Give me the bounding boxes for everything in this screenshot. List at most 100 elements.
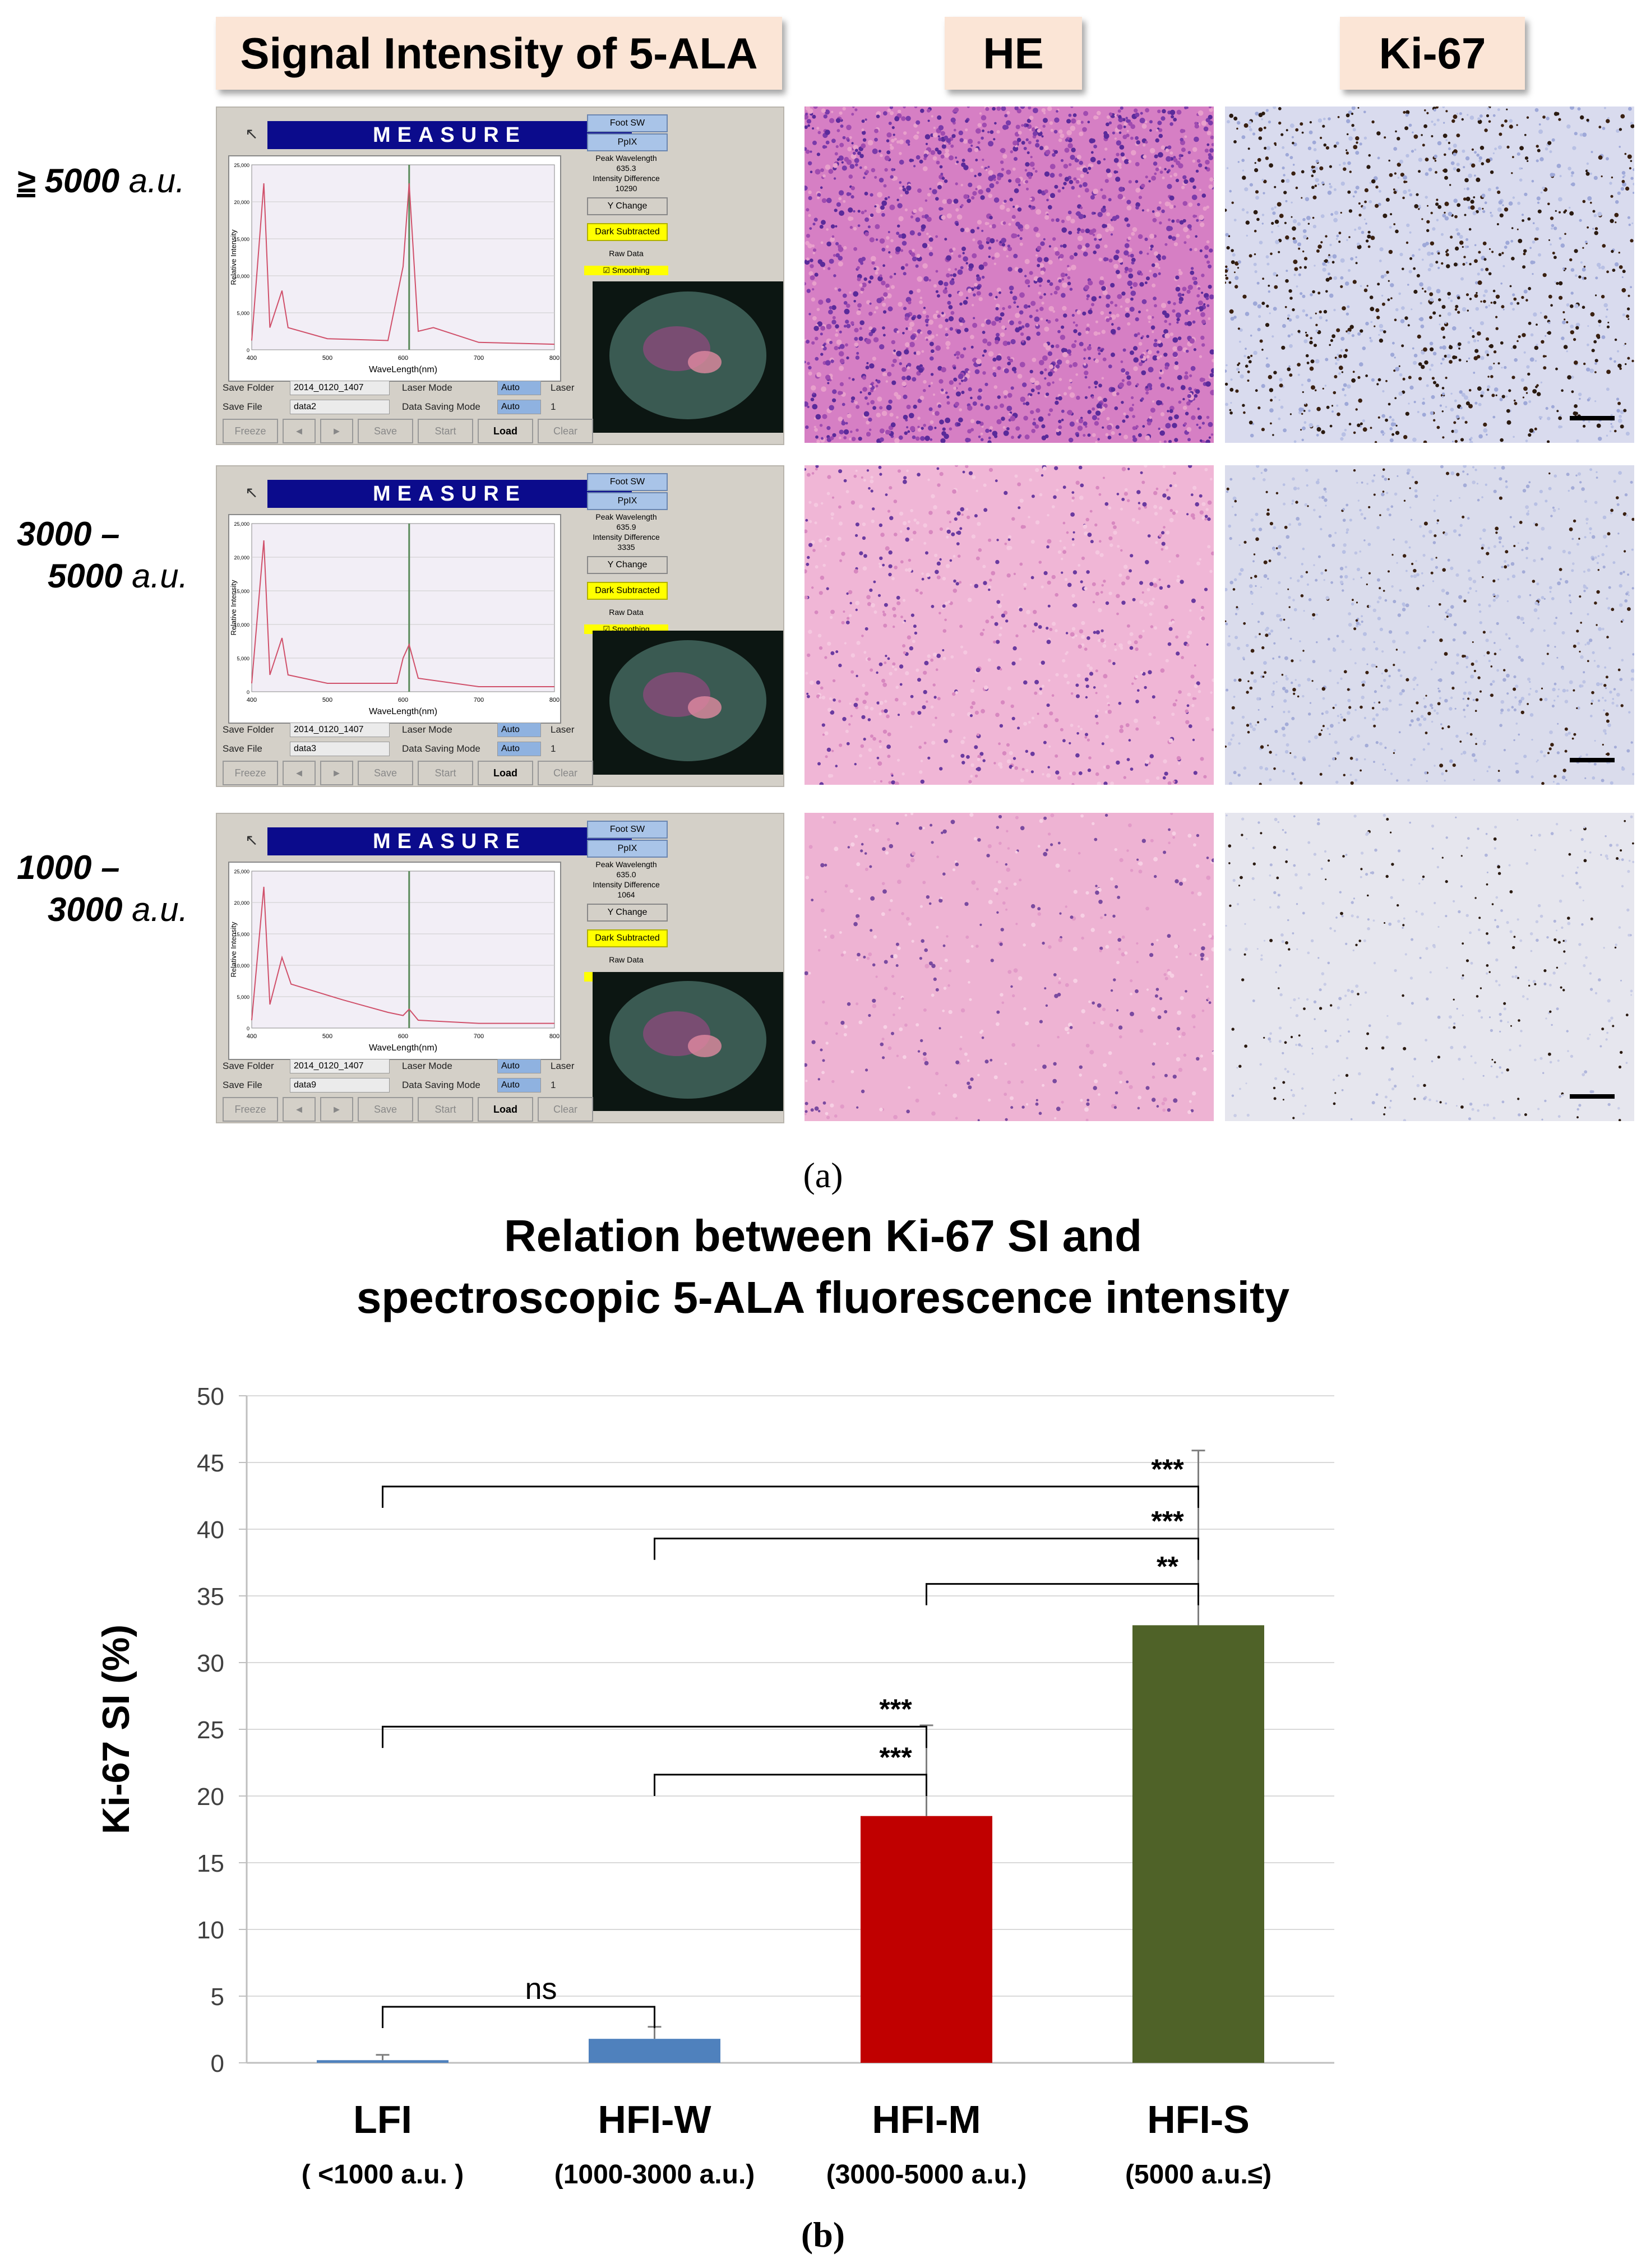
dark-subtracted-button[interactable]: Dark Subtracted <box>587 929 668 947</box>
toolbar-button-2[interactable]: ► <box>320 419 353 443</box>
significance-bracket <box>654 1774 927 1796</box>
spectrum-y-tick: 20,000 <box>234 900 249 906</box>
ki67-image-row1 <box>1225 107 1634 443</box>
y-tick-label: 10 <box>197 1917 224 1944</box>
laser-mode-field[interactable]: Auto <box>497 1059 541 1073</box>
toolbar-button-2[interactable]: ► <box>320 761 353 785</box>
spectrum-y-label: Relative Intensity <box>229 229 238 285</box>
toolbar-button-1[interactable]: ◄ <box>283 419 316 443</box>
laser-mode-field[interactable]: Auto <box>497 723 541 737</box>
ppix-button[interactable]: PpIX <box>587 840 668 858</box>
toolbar-button-0[interactable]: Freeze <box>223 1097 278 1122</box>
spectrum-svg: WaveLength(nm) 400 500 600 700 800 25,000 20,00… <box>229 163 560 374</box>
save-folder-label: Save Folder <box>223 1061 274 1071</box>
save-file-label: Save File <box>223 1080 262 1090</box>
measure-title: MEASURE <box>267 480 632 508</box>
laser-label: Laser <box>551 724 575 735</box>
y-change-button[interactable]: Y Change <box>587 197 668 215</box>
y-change-button[interactable]: Y Change <box>587 556 668 574</box>
row-label-1: ≥ 5000 a.u. <box>17 162 185 200</box>
toolbar-button-5[interactable]: Load <box>478 1097 533 1122</box>
spectrum-y-tick: 25,000 <box>234 521 249 527</box>
dark-subtracted-button[interactable]: Dark Subtracted <box>587 223 668 241</box>
measure-title: MEASURE <box>267 827 632 855</box>
save-folder-field[interactable]: 2014_0120_1407 <box>290 1059 390 1073</box>
peak-wavelength-value: 635.3 <box>616 164 636 173</box>
intensity-difference-label: Intensity Difference <box>593 533 660 541</box>
spectrum-x-tick: 800 <box>549 1033 560 1040</box>
fluorescence-photo <box>593 281 783 433</box>
spectrum-y-label: Relative Intensity <box>229 580 238 635</box>
laser-mode-field[interactable]: Auto <box>497 381 541 395</box>
spectrum-y-tick: 15,000 <box>234 589 249 594</box>
row-label-2: 3000 – 5000 a.u. <box>17 515 188 595</box>
header-he: HE <box>945 17 1082 90</box>
save-file-field[interactable]: data2 <box>290 400 390 414</box>
spectrum-x-tick: 400 <box>247 697 257 703</box>
raw-data-label: Raw Data <box>609 249 644 258</box>
spectrum-x-tick: 400 <box>247 355 257 362</box>
foot-sw-button[interactable]: Foot SW <box>587 114 668 132</box>
peak-wavelength-value: 635.0 <box>616 870 636 879</box>
toolbar-button-3[interactable]: Save <box>358 761 413 785</box>
data-saving-mode-field[interactable]: Auto <box>497 400 541 414</box>
toolbar-button-4[interactable]: Start <box>418 761 473 785</box>
spectrum-x-tick: 600 <box>398 355 408 362</box>
significance-label: *** <box>879 1693 912 1725</box>
save-folder-field[interactable]: 2014_0120_1407 <box>290 381 390 395</box>
spectrum-y-tick: 5,000 <box>237 311 249 316</box>
bar-hfi-m <box>861 1816 992 2063</box>
header-signal-intensity: Signal Intensity of 5-ALA <box>216 17 782 90</box>
toolbar-button-6[interactable]: Clear <box>538 419 593 443</box>
ppix-button[interactable]: PpIX <box>587 133 668 151</box>
row-label-3: 1000 – 3000 a.u. <box>17 849 188 928</box>
toolbar-button-2[interactable]: ► <box>320 1097 353 1122</box>
significance-label: ** <box>1157 1551 1178 1582</box>
save-folder-field[interactable]: 2014_0120_1407 <box>290 723 390 737</box>
toolbar-button-0[interactable]: Freeze <box>223 419 278 443</box>
intensity-difference-value: 3335 <box>617 543 635 552</box>
save-file-field[interactable]: data3 <box>290 742 390 756</box>
data-saving-mode-field[interactable]: Auto <box>497 1078 541 1093</box>
spectrum-x-tick: 700 <box>474 355 484 362</box>
data-saving-mode-field[interactable]: Auto <box>497 742 541 756</box>
spectrum-x-label: WaveLength(nm) <box>369 1043 437 1053</box>
peak-wavelength-label: Peak Wavelength <box>595 512 657 521</box>
data-saving-mode-label: Data Saving Mode <box>402 401 480 412</box>
smoothing-checkbox[interactable]: ☑ Smoothing <box>584 266 668 275</box>
scale-bar <box>1570 758 1615 762</box>
category-sublabel: (3000-5000 a.u.) <box>826 2160 1027 2190</box>
toolbar-button-4[interactable]: Start <box>418 1097 473 1122</box>
foot-sw-button[interactable]: Foot SW <box>587 473 668 491</box>
toolbar-button-0[interactable]: Freeze <box>223 761 278 785</box>
toolbar-button-1[interactable]: ◄ <box>283 1097 316 1122</box>
toolbar-button-4[interactable]: Start <box>418 419 473 443</box>
toolbar-button-3[interactable]: Save <box>358 1097 413 1122</box>
toolbar-button-5[interactable]: Load <box>478 761 533 785</box>
spectrum-y-tick: 10,000 <box>234 963 249 969</box>
toolbar-button-3[interactable]: Save <box>358 419 413 443</box>
spectrum-y-tick: 25,000 <box>234 163 249 168</box>
spectrum-x-tick: 500 <box>322 697 332 703</box>
dark-subtracted-button[interactable]: Dark Subtracted <box>587 582 668 600</box>
spectrometer-panel: ↖ MEASURE WaveLength(nm) 400 500 600 700 800 25,… <box>216 813 784 1123</box>
save-file-field[interactable]: data9 <box>290 1078 390 1093</box>
toolbar-button-1[interactable]: ◄ <box>283 761 316 785</box>
caption-b: (b) <box>801 2215 845 2255</box>
spectrum-y-tick: 10,000 <box>234 622 249 628</box>
y-change-button[interactable]: Y Change <box>587 904 668 922</box>
ppix-button[interactable]: PpIX <box>587 492 668 510</box>
y-tick-label: 0 <box>211 2050 224 2077</box>
foot-sw-button[interactable]: Foot SW <box>587 821 668 839</box>
ki67-image-row2 <box>1225 465 1634 785</box>
bar-chart: 0 5 10 15 20 25 30 35 40 45 50 Ki-67 SI (%) LFI ( <10… <box>95 1383 1334 2190</box>
toolbar-button-5[interactable]: Load <box>478 419 533 443</box>
spectrum-plot: WaveLength(nm) 400 500 600 700 800 25,000 20,00… <box>228 155 561 382</box>
toolbar-button-6[interactable]: Clear <box>538 761 593 785</box>
significance-bracket <box>382 1485 1199 1508</box>
toolbar-button-6[interactable]: Clear <box>538 1097 593 1122</box>
header-ki67: Ki-67 <box>1340 17 1525 90</box>
significance-bracket <box>654 1538 1199 1560</box>
laser-mode-label: Laser Mode <box>402 1061 452 1071</box>
spectrum-y-tick: 10,000 <box>234 274 249 279</box>
